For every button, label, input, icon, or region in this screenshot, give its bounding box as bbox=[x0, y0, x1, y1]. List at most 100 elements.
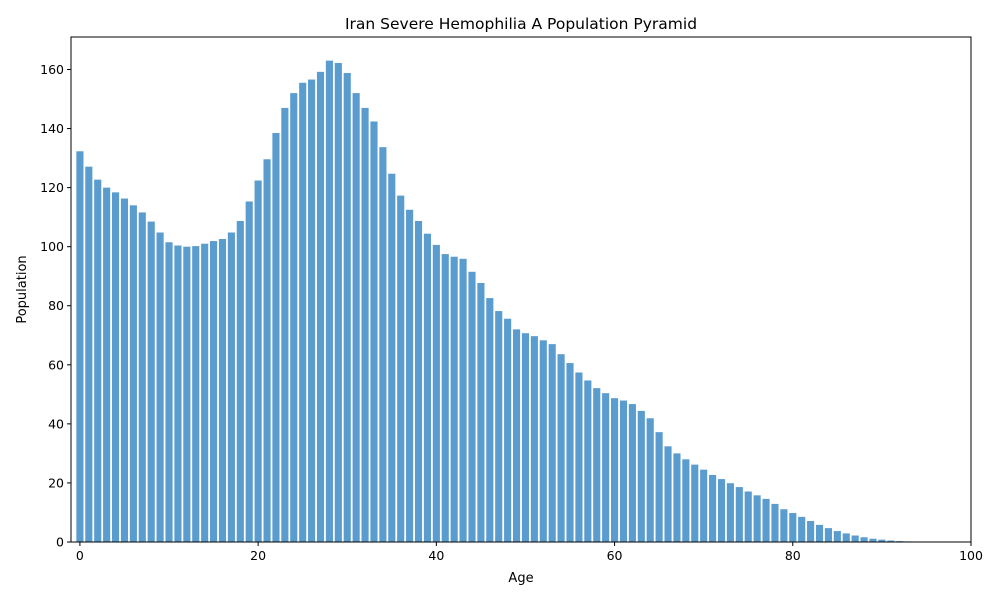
bar-age-86 bbox=[842, 533, 850, 542]
bar-age-70 bbox=[700, 469, 708, 542]
bar-age-16 bbox=[218, 239, 227, 542]
bar-age-0 bbox=[76, 151, 84, 543]
bar-age-44 bbox=[468, 271, 476, 542]
bar-age-24 bbox=[290, 93, 298, 543]
bar-age-80 bbox=[789, 513, 797, 542]
bar-age-48 bbox=[504, 318, 512, 542]
bar-age-59 bbox=[602, 393, 610, 542]
bar-age-69 bbox=[691, 464, 699, 542]
bar-age-25 bbox=[299, 82, 307, 543]
bars-group bbox=[76, 60, 931, 543]
bar-age-64 bbox=[646, 418, 654, 542]
bar-age-31 bbox=[352, 93, 360, 543]
y-tick-label: 0 bbox=[56, 535, 64, 550]
bar-age-62 bbox=[628, 404, 636, 542]
bar-age-72 bbox=[717, 479, 726, 542]
bar-age-75 bbox=[744, 491, 752, 542]
bar-age-10 bbox=[165, 242, 173, 542]
x-tick-label: 60 bbox=[607, 548, 623, 563]
bar-age-79 bbox=[780, 509, 788, 542]
bar-age-91 bbox=[887, 540, 895, 542]
bar-age-66 bbox=[664, 446, 672, 542]
plot-frame bbox=[70, 36, 972, 543]
bar-age-38 bbox=[414, 220, 423, 543]
bar-age-7 bbox=[138, 212, 146, 543]
y-tick-label: 40 bbox=[48, 416, 64, 431]
bar-age-26 bbox=[308, 79, 316, 542]
bar-age-41 bbox=[441, 254, 449, 542]
bar-age-82 bbox=[807, 521, 815, 542]
bar-age-47 bbox=[495, 311, 503, 542]
bar-age-42 bbox=[450, 256, 458, 542]
bar-age-19 bbox=[245, 201, 253, 543]
bar-age-40 bbox=[432, 244, 440, 542]
y-tick-label: 80 bbox=[48, 298, 64, 313]
bar-age-15 bbox=[210, 241, 218, 542]
bar-age-36 bbox=[397, 195, 405, 542]
bar-age-63 bbox=[637, 410, 645, 542]
bar-age-74 bbox=[735, 487, 743, 542]
y-axis-ticks: 0 20 40 60 80 100 120 140 160 bbox=[40, 62, 71, 550]
bar-age-33 bbox=[370, 121, 378, 543]
bar-age-78 bbox=[771, 503, 779, 542]
bar-age-2 bbox=[94, 179, 102, 542]
x-axis-title: Age bbox=[508, 571, 533, 586]
bar-age-34 bbox=[379, 147, 387, 542]
y-tick-label: 120 bbox=[40, 180, 64, 195]
x-tick-label: 100 bbox=[959, 548, 983, 563]
x-tick-label: 80 bbox=[785, 548, 801, 563]
bar-age-53 bbox=[548, 344, 556, 542]
bar-age-46 bbox=[486, 298, 494, 542]
bar-age-11 bbox=[174, 245, 182, 542]
bar-age-9 bbox=[156, 232, 164, 542]
y-tick-label: 140 bbox=[40, 121, 64, 136]
bar-age-68 bbox=[682, 459, 690, 542]
bar-age-17 bbox=[227, 232, 235, 542]
bar-age-55 bbox=[566, 363, 574, 542]
x-tick-label: 20 bbox=[250, 548, 266, 563]
bar-age-30 bbox=[343, 73, 351, 542]
x-tick-label: 40 bbox=[428, 548, 444, 563]
bar-age-60 bbox=[611, 398, 619, 542]
bar-age-45 bbox=[477, 283, 485, 542]
bar-age-37 bbox=[406, 209, 414, 542]
bar-age-14 bbox=[201, 243, 209, 543]
bar-age-32 bbox=[361, 107, 369, 542]
bar-age-81 bbox=[798, 516, 806, 542]
bar-age-20 bbox=[254, 180, 262, 542]
bar-age-83 bbox=[815, 524, 824, 542]
bar-age-39 bbox=[423, 233, 431, 542]
bar-age-54 bbox=[557, 354, 565, 542]
bar-age-27 bbox=[316, 71, 325, 542]
bar-age-61 bbox=[619, 400, 628, 542]
bar-age-22 bbox=[272, 132, 280, 543]
bar-age-35 bbox=[388, 173, 396, 543]
bar-age-67 bbox=[673, 453, 681, 542]
bar-age-85 bbox=[833, 531, 841, 542]
bar-age-3 bbox=[103, 187, 111, 543]
bar-age-87 bbox=[851, 535, 859, 542]
chart-title: Iran Severe Hemophilia A Population Pyra… bbox=[345, 15, 697, 33]
bar-age-58 bbox=[593, 388, 601, 542]
bar-age-6 bbox=[129, 205, 137, 542]
bar-age-57 bbox=[584, 380, 592, 542]
bar-age-23 bbox=[281, 107, 289, 542]
bar-age-13 bbox=[192, 246, 200, 542]
bar-age-71 bbox=[709, 474, 717, 542]
bar-age-90 bbox=[878, 539, 886, 542]
bar-age-89 bbox=[869, 538, 877, 542]
bar-age-18 bbox=[236, 220, 244, 543]
y-tick-label: 20 bbox=[48, 475, 64, 490]
x-axis-ticks: 0 20 40 60 80 100 bbox=[76, 542, 983, 563]
bar-age-5 bbox=[120, 198, 129, 543]
bar-age-56 bbox=[575, 372, 583, 542]
x-tick-label: 0 bbox=[76, 548, 84, 563]
bar-age-8 bbox=[147, 221, 155, 542]
bar-age-29 bbox=[334, 62, 342, 543]
bar-age-1 bbox=[85, 166, 93, 542]
bar-age-51 bbox=[530, 336, 538, 542]
bar-age-28 bbox=[325, 60, 333, 542]
bar-age-77 bbox=[762, 498, 770, 542]
y-axis-title: Population bbox=[15, 255, 30, 323]
